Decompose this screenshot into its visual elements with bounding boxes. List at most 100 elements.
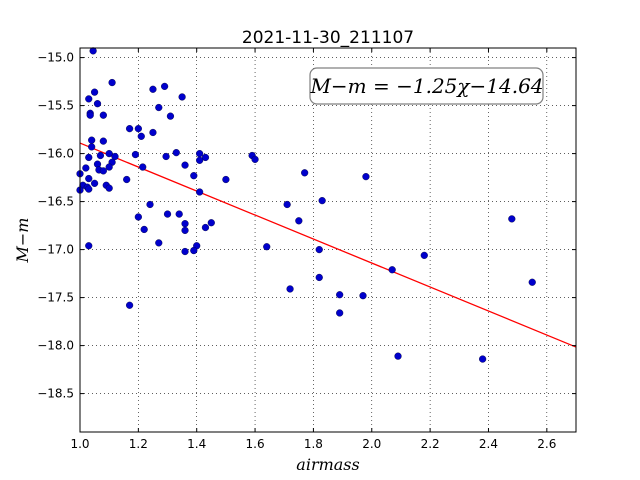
data-point-13 bbox=[126, 125, 134, 133]
data-point-34 bbox=[181, 161, 189, 169]
x-axis-label: airmass bbox=[296, 455, 359, 474]
fit-annotation-box bbox=[309, 67, 544, 105]
data-point-85 bbox=[479, 355, 487, 363]
x-tick-label-0: 1.0 bbox=[70, 437, 89, 451]
y-tick-label-4: −17.0 bbox=[37, 243, 74, 257]
data-point-62 bbox=[295, 217, 303, 225]
data-point-26 bbox=[85, 153, 93, 162]
y-tick-label-5: −17.5 bbox=[37, 291, 74, 305]
x-tick-label-5: 2.0 bbox=[362, 437, 381, 451]
fit-line bbox=[79, 142, 577, 348]
data-point-76 bbox=[388, 266, 396, 274]
y-tick-label-0: −15.0 bbox=[37, 51, 74, 65]
data-point-16 bbox=[137, 132, 145, 140]
data-point-24 bbox=[96, 151, 105, 160]
data-point-37 bbox=[82, 164, 90, 172]
data-point-68 bbox=[155, 239, 163, 247]
y-tick-label-2: −16.0 bbox=[37, 147, 74, 161]
data-point-63 bbox=[207, 219, 215, 227]
data-point-31 bbox=[196, 156, 204, 164]
data-point-75 bbox=[420, 251, 428, 259]
x-tick-label-7: 2.4 bbox=[479, 437, 498, 451]
data-point-80 bbox=[336, 291, 344, 299]
data-point-52 bbox=[85, 185, 93, 193]
data-point-39 bbox=[99, 167, 107, 175]
data-point-64 bbox=[181, 220, 189, 228]
data-point-23 bbox=[196, 150, 204, 158]
x-tick-label-4: 1.8 bbox=[304, 437, 323, 451]
data-point-12 bbox=[86, 111, 94, 119]
y-tick-label-6: −18.0 bbox=[37, 339, 74, 353]
data-point-1 bbox=[108, 78, 116, 87]
data-point-43 bbox=[362, 173, 370, 181]
x-tick-label-8: 2.6 bbox=[537, 437, 556, 451]
plot-area bbox=[80, 48, 576, 432]
data-point-60 bbox=[163, 210, 172, 218]
data-point-79 bbox=[286, 285, 294, 293]
data-point-78 bbox=[528, 278, 536, 286]
data-point-25 bbox=[111, 152, 119, 161]
plot-frame bbox=[79, 47, 577, 433]
data-point-3 bbox=[149, 85, 157, 93]
x-tick-label-3: 1.6 bbox=[246, 437, 265, 451]
data-point-65 bbox=[201, 223, 210, 232]
data-point-61 bbox=[508, 215, 516, 223]
data-point-81 bbox=[359, 292, 367, 300]
data-point-2 bbox=[161, 82, 169, 91]
y-axis-label: M−m bbox=[13, 218, 32, 264]
data-point-51 bbox=[105, 184, 113, 192]
data-point-19 bbox=[88, 143, 96, 151]
data-point-45 bbox=[222, 175, 230, 184]
data-point-4 bbox=[90, 88, 99, 96]
data-point-72 bbox=[315, 246, 323, 254]
data-point-59 bbox=[175, 210, 183, 218]
data-point-46 bbox=[123, 175, 131, 184]
data-point-14 bbox=[134, 125, 142, 133]
data-point-11 bbox=[166, 112, 175, 120]
data-point-15 bbox=[149, 128, 157, 137]
data-point-30 bbox=[251, 155, 259, 163]
data-point-17 bbox=[88, 136, 96, 144]
chart-title: 2021-11-30_211107 bbox=[242, 28, 414, 48]
data-point-21 bbox=[131, 150, 140, 159]
data-point-22 bbox=[105, 150, 113, 158]
y-tick-label-7: −18.5 bbox=[37, 387, 74, 401]
grid bbox=[79, 48, 576, 432]
data-point-84 bbox=[394, 352, 402, 360]
data-point-35 bbox=[139, 163, 147, 171]
data-point-83 bbox=[336, 309, 344, 317]
x-tick-label-6: 2.2 bbox=[421, 437, 440, 451]
data-point-10 bbox=[99, 111, 107, 119]
data-point-28 bbox=[162, 152, 170, 161]
data-point-55 bbox=[318, 197, 326, 205]
data-point-27 bbox=[201, 153, 210, 162]
data-point-82 bbox=[126, 301, 134, 309]
data-point-73 bbox=[190, 246, 198, 255]
data-point-18 bbox=[99, 137, 107, 145]
fit-annotation: M−m = −1.25χ−14.64 bbox=[309, 67, 544, 105]
x-tick-label-1: 1.2 bbox=[129, 437, 148, 451]
data-point-5 bbox=[178, 93, 186, 101]
data-point-71 bbox=[263, 243, 271, 251]
data-point-42 bbox=[301, 169, 309, 177]
data-point-0 bbox=[89, 47, 97, 55]
data-point-66 bbox=[140, 225, 148, 234]
data-point-67 bbox=[181, 226, 189, 235]
y-tick-label-1: −15.5 bbox=[37, 99, 74, 113]
data-point-44 bbox=[85, 174, 93, 183]
data-point-57 bbox=[283, 200, 291, 209]
data-point-8 bbox=[155, 103, 163, 112]
tick-labels: 1.0 1.2 1.4 1.6 1.8 2.0 2.2 2.4 2.6 −15.0 −15.5 −16… bbox=[37, 51, 556, 451]
data-point-7 bbox=[93, 100, 102, 108]
data-point-74 bbox=[181, 247, 189, 256]
x-tick-label-2: 1.4 bbox=[187, 437, 206, 451]
data-point-54 bbox=[196, 188, 204, 196]
fit-line-group bbox=[79, 142, 577, 348]
data-point-41 bbox=[190, 172, 198, 180]
axis-ticks bbox=[79, 48, 576, 432]
data-point-6 bbox=[85, 95, 93, 103]
data-point-58 bbox=[134, 213, 142, 221]
data-point-56 bbox=[146, 200, 154, 209]
data-point-47 bbox=[90, 179, 99, 187]
